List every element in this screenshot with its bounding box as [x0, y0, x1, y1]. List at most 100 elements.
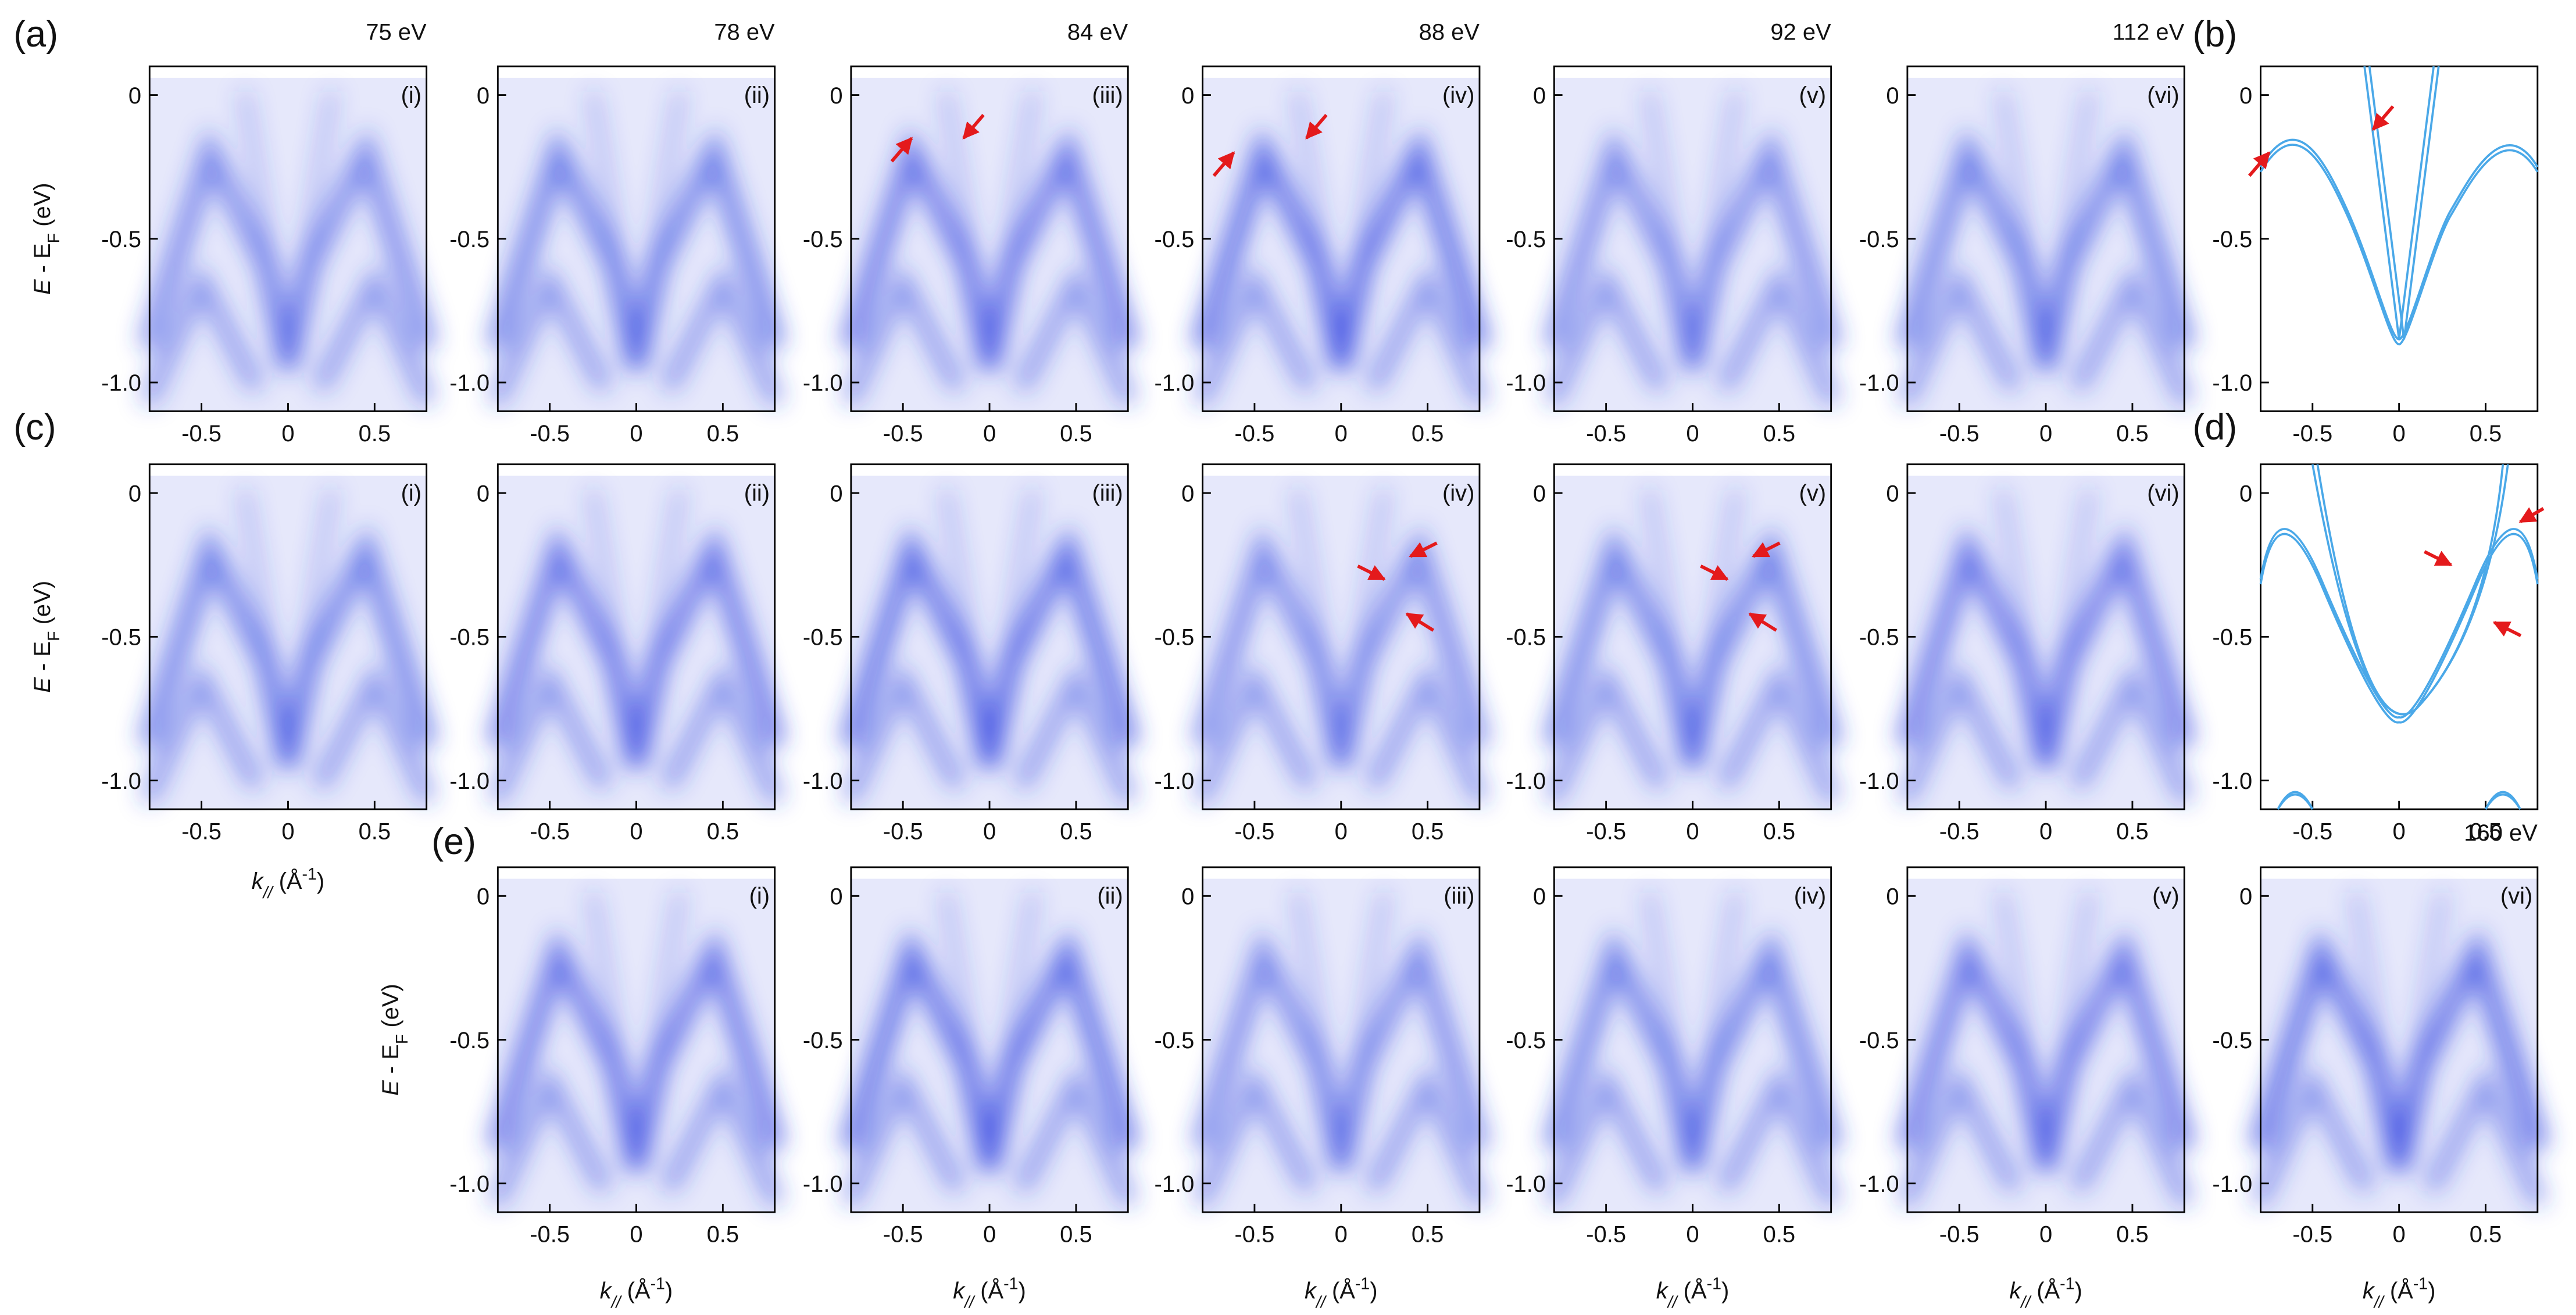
- plot-frame: [850, 866, 1129, 1213]
- plot-frame: [850, 463, 1129, 810]
- subpanel-label: (vi): [2147, 480, 2179, 506]
- x-axis-label-part: (Å: [974, 1277, 1003, 1303]
- x-axis-label-part: ): [1370, 1278, 1377, 1303]
- y-tick-label: -1.0: [1155, 370, 1195, 396]
- y-tick-label: 0: [1533, 83, 1546, 109]
- photon-energy: 78 eV: [714, 19, 775, 45]
- y-tick-label: 0: [1886, 481, 1899, 506]
- red-arrow: [1212, 151, 1235, 177]
- x-axis-label-part: -1: [2413, 1274, 2428, 1293]
- photon-energy: 160 eV: [2464, 820, 2538, 846]
- y-axis-label-part: - E: [30, 641, 55, 677]
- y-axis-label-part: F: [393, 1034, 412, 1044]
- y-axis-label-part: - E: [378, 1044, 403, 1080]
- x-axis-label: k// (Å-1): [2363, 1274, 2436, 1312]
- x-tick-label: 0.5: [1060, 421, 1092, 446]
- panel-letter: (d): [2193, 407, 2238, 448]
- band: [1718, 660, 1839, 803]
- band: [2072, 1063, 2193, 1206]
- y-tick-label: -1.0: [449, 769, 490, 794]
- x-tick-label: 0.5: [1060, 1221, 1092, 1247]
- x-axis-label-part: k: [252, 869, 265, 894]
- x-tick-label: 0.5: [1763, 421, 1796, 446]
- calc-band: [2259, 533, 2539, 724]
- red-arrow: [2424, 550, 2453, 567]
- band: [1016, 263, 1137, 405]
- x-tick-label: -0.5: [1235, 421, 1275, 446]
- calc-band: [2368, 66, 2440, 340]
- x-tick-label: -0.5: [181, 819, 221, 844]
- plot-frame: [496, 463, 776, 810]
- band: [842, 660, 963, 803]
- band: [942, 489, 1037, 767]
- y-tick-label: -0.5: [1859, 625, 1899, 651]
- y-tick-label: -1.0: [803, 370, 843, 396]
- band: [588, 892, 684, 1170]
- x-tick-label: 0.5: [2116, 1221, 2149, 1247]
- x-tick-label: 0.5: [1412, 819, 1444, 844]
- y-tick-label: 0: [477, 83, 490, 109]
- y-tick-label: 0: [128, 83, 141, 109]
- band: [588, 91, 684, 369]
- y-tick-label: 0: [830, 83, 842, 109]
- panel-letter: (b): [2193, 14, 2238, 55]
- band: [1546, 660, 1667, 803]
- band: [2352, 892, 2447, 1170]
- y-tick-label: 0: [1886, 884, 1899, 910]
- x-axis-label-part: k: [600, 1278, 613, 1303]
- band: [1645, 91, 1741, 369]
- y-tick-label: -0.5: [1859, 227, 1899, 252]
- y-tick-label: 0: [2239, 884, 2252, 910]
- y-tick-label: -0.5: [101, 227, 141, 252]
- band: [240, 489, 336, 767]
- x-tick-label: 0: [2039, 1221, 2052, 1247]
- x-axis-label-part: k: [2009, 1278, 2022, 1303]
- plot-frame: [148, 463, 428, 810]
- calc-band: [2277, 793, 2521, 810]
- x-axis-label-part: (Å: [2030, 1277, 2060, 1303]
- y-axis-label: E - EF (eV): [30, 581, 63, 693]
- y-tick-label: -1.0: [1155, 1171, 1195, 1197]
- x-axis-label: k// (Å-1): [1656, 1274, 1730, 1312]
- y-tick-label: -1.0: [101, 769, 141, 794]
- subpanel-label: (ii): [744, 480, 770, 506]
- x-tick-label: 0: [630, 1221, 642, 1247]
- x-tick-label: 0.5: [1412, 1221, 1444, 1247]
- band: [2425, 1063, 2546, 1206]
- x-tick-label: 0: [1686, 421, 1699, 446]
- y-tick-label: -1.0: [803, 769, 843, 794]
- band: [314, 660, 435, 803]
- subpanel-label: (iii): [1444, 884, 1474, 909]
- y-tick-label: 0: [1181, 884, 1194, 910]
- band: [2072, 660, 2193, 803]
- plot-frame: [1553, 866, 1832, 1213]
- x-tick-label: -0.5: [883, 1221, 923, 1247]
- y-tick-label: 0: [1533, 884, 1546, 910]
- y-tick-label: -0.5: [1155, 1028, 1195, 1053]
- y-tick-label: -0.5: [2212, 227, 2252, 252]
- band: [2252, 1063, 2373, 1206]
- x-axis-label: k// (Å-1): [600, 1274, 673, 1312]
- band: [588, 489, 684, 767]
- x-tick-label: -0.5: [2292, 1221, 2332, 1247]
- x-tick-label: 0: [281, 819, 294, 844]
- y-tick-label: -1.0: [1859, 1171, 1899, 1197]
- x-tick-label: -0.5: [1235, 819, 1275, 844]
- calc-band: [2259, 528, 2539, 719]
- band: [1367, 263, 1488, 405]
- photon-energy: 92 eV: [1770, 19, 1831, 45]
- x-axis-label-part: //: [963, 1293, 976, 1312]
- x-tick-label: -0.5: [1586, 1221, 1626, 1247]
- band: [490, 660, 610, 803]
- calc-bands: [2259, 66, 2539, 346]
- x-tick-label: 0.5: [1763, 819, 1796, 844]
- x-axis-label-part: k: [2363, 1278, 2375, 1303]
- x-tick-label: 0.5: [359, 421, 391, 446]
- plot-frame: [1906, 65, 2185, 412]
- red-arrow: [1409, 541, 1438, 558]
- y-tick-label: -1.0: [1506, 769, 1546, 794]
- y-tick-label: -0.5: [2212, 625, 2252, 651]
- plot-frame: [1906, 463, 2185, 810]
- y-axis-label-part: (eV): [30, 183, 55, 233]
- x-tick-label: 0.5: [359, 819, 391, 844]
